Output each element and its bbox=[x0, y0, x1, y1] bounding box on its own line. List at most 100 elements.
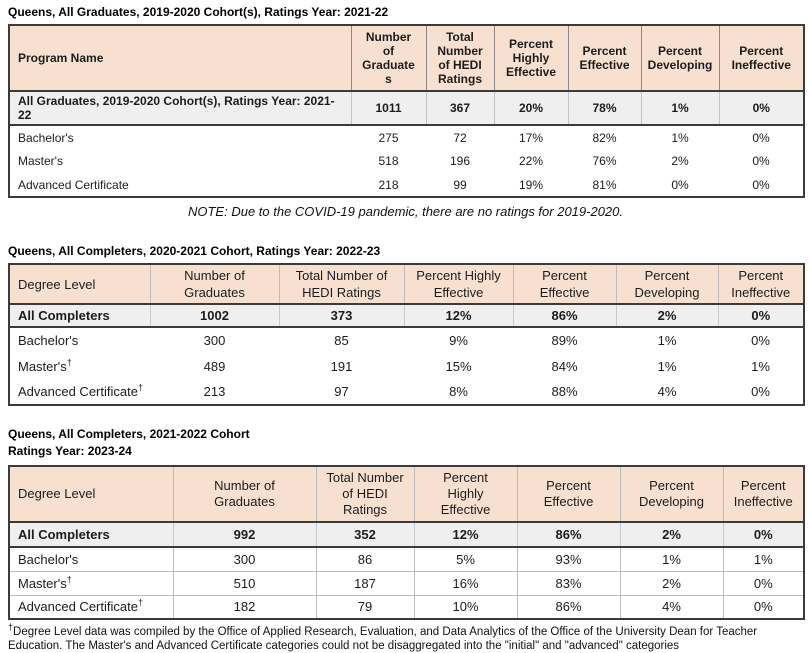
value-cell: 4% bbox=[657, 384, 677, 399]
col-header-percent-ineffective: Percent Ineffective bbox=[718, 25, 804, 91]
value-cell: 72 bbox=[453, 130, 467, 145]
row-label: Master's bbox=[18, 154, 63, 168]
value-cell: 1% bbox=[722, 546, 805, 572]
table-row: Advanced Certificate† 182 79 10% 86% 4% … bbox=[8, 594, 805, 620]
dagger-mark: † bbox=[8, 622, 14, 633]
value-cell: 16% bbox=[413, 570, 518, 596]
value-cell: 79 bbox=[315, 594, 415, 620]
summary-row: All Graduates, 2019-2020 Cohort(s), Rati… bbox=[9, 91, 804, 125]
value-cell: 22% bbox=[518, 154, 544, 168]
value-cell: 89% bbox=[551, 333, 578, 348]
degree-label: Master's bbox=[18, 575, 67, 591]
value-cell: 4% bbox=[619, 594, 724, 620]
col-header-label: Number of Graduates bbox=[214, 478, 275, 509]
value-cell: 367 bbox=[425, 91, 494, 125]
row-label: Bachelor's bbox=[18, 130, 74, 145]
value-cell: 275 bbox=[378, 130, 399, 145]
completers-2020-2021-section: Queens, All Completers, 2020-2021 Cohort… bbox=[8, 243, 805, 406]
value-cell: 81% bbox=[592, 177, 617, 192]
value-cell: 5% bbox=[413, 546, 518, 572]
table-row: Master's 518 196 22% 76% 2% 0% bbox=[9, 149, 804, 173]
row-label: Bachelor's bbox=[9, 327, 150, 353]
table2-title: Queens, All Completers, 2020-2021 Cohort… bbox=[8, 244, 381, 258]
value-cell: 12% bbox=[403, 304, 513, 327]
value-cell: 1% bbox=[640, 91, 719, 125]
value-cell: 83% bbox=[516, 570, 621, 596]
table-row: Master's† 510 187 16% 83% 2% 0% bbox=[8, 570, 805, 596]
value-cell: 191 bbox=[330, 358, 353, 374]
col-header-percent-developing: Percent Developing bbox=[615, 264, 718, 304]
summary-row: All Completers 1002 373 12% 86% 2% 0% bbox=[8, 304, 804, 327]
value-cell: 0% bbox=[752, 154, 770, 168]
value-cell: 0% bbox=[722, 594, 805, 620]
footnote-text: Degree Level data was compiled by the Of… bbox=[8, 626, 758, 652]
row-label: All Completers bbox=[8, 522, 173, 547]
value-cell: 76% bbox=[592, 154, 617, 168]
col-header-percent-highly-effective: Percent Highly Effective bbox=[493, 25, 568, 91]
col-header-total-hedi-ratings: Total Number of HEDI Ratings bbox=[315, 466, 414, 522]
col-header-total-hedi-ratings: Total Number of HEDI Ratings bbox=[278, 264, 404, 304]
dagger-mark: † bbox=[137, 382, 143, 393]
value-cell: 88% bbox=[551, 384, 578, 399]
value-cell: 82% bbox=[592, 130, 617, 145]
value-cell: 2% bbox=[619, 570, 724, 596]
row-label: Master's† bbox=[8, 570, 174, 596]
value-cell: 518 bbox=[378, 154, 399, 168]
table3-title-line1: Queens, All Completers, 2021-2022 Cohort bbox=[8, 427, 250, 441]
degree-label: Bachelor's bbox=[18, 551, 79, 567]
table-row: Master's† 489 191 15% 84% 1% 1% bbox=[9, 353, 804, 379]
col-header-degree-level: Degree Level bbox=[8, 466, 173, 522]
value-cell: 352 bbox=[315, 522, 414, 547]
value-cell: 10% bbox=[413, 594, 518, 620]
value-cell: 300 bbox=[172, 546, 317, 572]
value-cell: 93% bbox=[516, 546, 621, 572]
degree-label: Advanced Certificate bbox=[18, 599, 138, 615]
col-header-percent-ineffective: Percent Ineffective bbox=[717, 264, 804, 304]
col-header-percent-developing: Percent Developing bbox=[640, 25, 719, 91]
value-cell: 182 bbox=[172, 594, 317, 620]
value-cell: 187 bbox=[315, 570, 415, 596]
table-row: Bachelor's 300 85 9% 89% 1% 0% bbox=[9, 327, 804, 353]
value-cell: 0% bbox=[751, 384, 770, 399]
value-cell: 86% bbox=[516, 522, 620, 547]
degree-label: Advanced Certificate bbox=[18, 384, 138, 399]
value-cell: 1% bbox=[657, 358, 677, 374]
col-header-total-hedi-ratings: Total Number of HEDI Ratings bbox=[425, 25, 494, 91]
value-cell: 15% bbox=[445, 358, 472, 374]
row-label: Advanced Certificate† bbox=[8, 594, 174, 620]
value-cell: 8% bbox=[449, 384, 468, 399]
row-label: Advanced Certificate† bbox=[9, 379, 150, 405]
dagger-mark: † bbox=[137, 597, 143, 608]
col-header-percent-ineffective: Percent Ineffective bbox=[722, 466, 804, 522]
row-label: Master's† bbox=[9, 353, 150, 379]
value-cell: 1002 bbox=[149, 304, 279, 327]
value-cell: 0% bbox=[722, 522, 804, 547]
col-header-number-of-graduates: Number of Graduates bbox=[149, 264, 279, 304]
value-cell: 19% bbox=[518, 177, 544, 192]
value-cell: 1% bbox=[751, 358, 770, 374]
value-cell: 9% bbox=[449, 333, 468, 348]
completers-ratings-table-2022-23: Degree Level Number of Graduates Total N… bbox=[8, 263, 805, 406]
col-header-percent-developing: Percent Developing bbox=[619, 466, 723, 522]
value-cell: 300 bbox=[203, 333, 226, 348]
row-label: All Graduates, 2019-2020 Cohort(s), Rati… bbox=[9, 91, 351, 125]
value-cell: 20% bbox=[493, 91, 568, 125]
col-header-percent-highly-effective: Percent Highly Effective bbox=[413, 466, 517, 522]
value-cell: 17% bbox=[518, 130, 544, 145]
col-header-label: Percent Effective bbox=[543, 478, 594, 509]
value-cell: 2% bbox=[619, 522, 723, 547]
row-label: All Completers bbox=[8, 304, 150, 327]
value-cell: 0% bbox=[752, 177, 770, 192]
completers-2021-2022-section: Queens, All Completers, 2021-2022 Cohort… bbox=[8, 426, 805, 653]
value-cell: 78% bbox=[567, 91, 641, 125]
degree-label: Bachelor's bbox=[18, 333, 79, 348]
table1-header-row: Program Name Number of Graduates Total N… bbox=[9, 25, 804, 91]
value-cell: 86% bbox=[512, 304, 616, 327]
value-cell: 0% bbox=[718, 91, 804, 125]
value-cell: 196 bbox=[449, 154, 471, 168]
value-cell: 1% bbox=[657, 333, 677, 348]
col-header-percent-effective: Percent Effective bbox=[512, 264, 616, 304]
table-row: Bachelor's 300 86 5% 93% 1% 1% bbox=[8, 546, 805, 572]
completers-ratings-table-2023-24: Degree Level Number of Graduates Total N… bbox=[8, 465, 805, 620]
